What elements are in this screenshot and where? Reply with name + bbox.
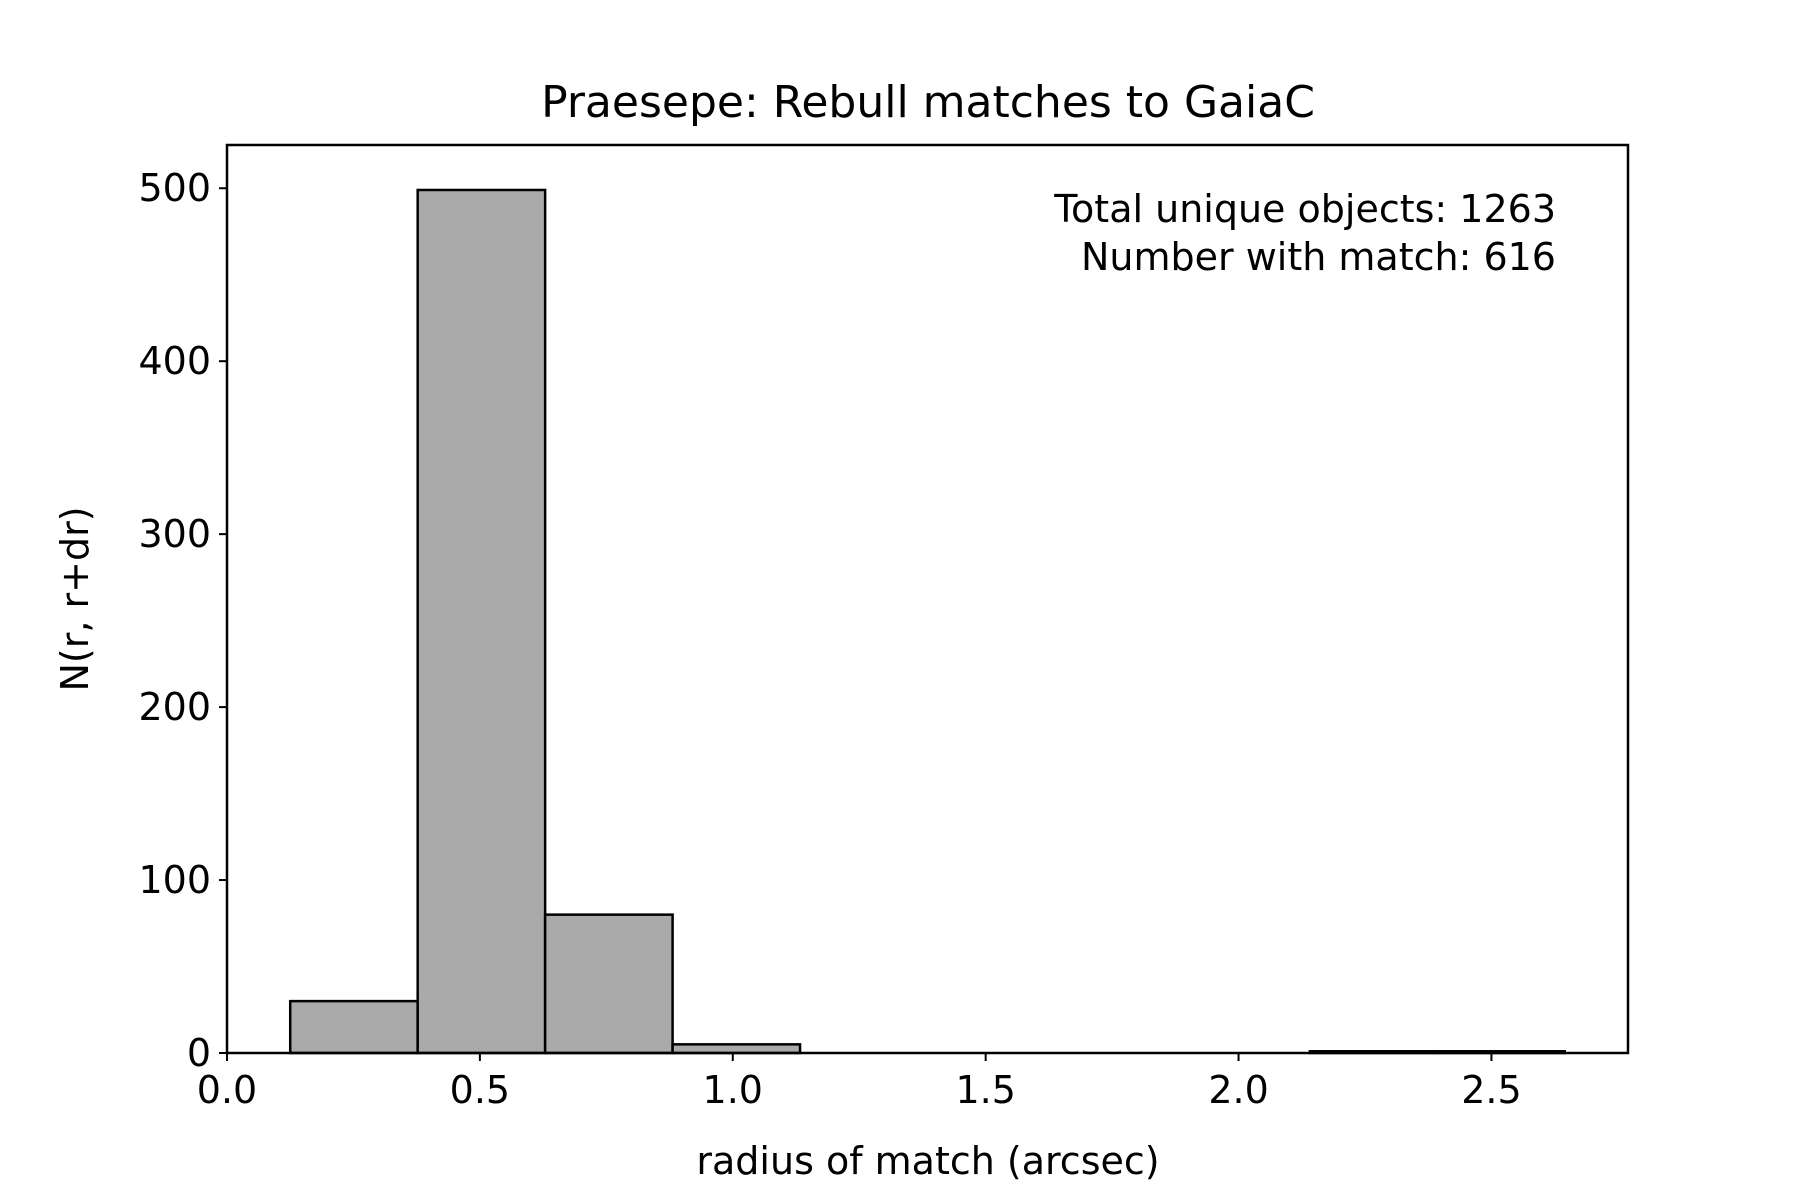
- y-tick-label: 100: [138, 858, 211, 902]
- histogram-bar-2: [543, 913, 674, 1055]
- plot-frame: [225, 143, 1630, 1055]
- y-tick-label: 500: [138, 166, 211, 210]
- y-axis-label: N(r, r+dr): [53, 506, 97, 691]
- y-tick-label: 300: [138, 512, 211, 556]
- annotation-number-with-match: Number with match: 616: [1081, 235, 1556, 279]
- x-tick-label: 0.5: [450, 1068, 510, 1112]
- x-tick-label: 1.0: [703, 1068, 763, 1112]
- annotation-total-objects: Total unique objects: 1263: [1053, 187, 1556, 231]
- y-tick-label: 400: [138, 339, 211, 383]
- y-tick-label: 200: [138, 685, 211, 729]
- x-axis-label: radius of match (arcsec): [696, 1139, 1159, 1183]
- histogram-bar-3: [671, 1043, 802, 1055]
- histogram-bars: [288, 188, 1567, 1055]
- y-tick-label: 0: [187, 1031, 211, 1075]
- x-tick-label: 1.5: [955, 1068, 1015, 1112]
- x-tick-label: 2.0: [1208, 1068, 1268, 1112]
- histogram-bar-0: [288, 999, 419, 1055]
- histogram-bar-1: [416, 188, 547, 1055]
- chart-title: Praesepe: Rebull matches to GaiaC: [541, 77, 1315, 128]
- y-axis-ticks: 0 100 200 300 400 500: [138, 166, 227, 1075]
- x-axis-ticks: 0.0 0.5 1.0 1.5 2.0 2.5: [197, 1053, 1522, 1112]
- x-tick-label: 0.0: [197, 1068, 257, 1112]
- x-tick-label: 2.5: [1461, 1068, 1521, 1112]
